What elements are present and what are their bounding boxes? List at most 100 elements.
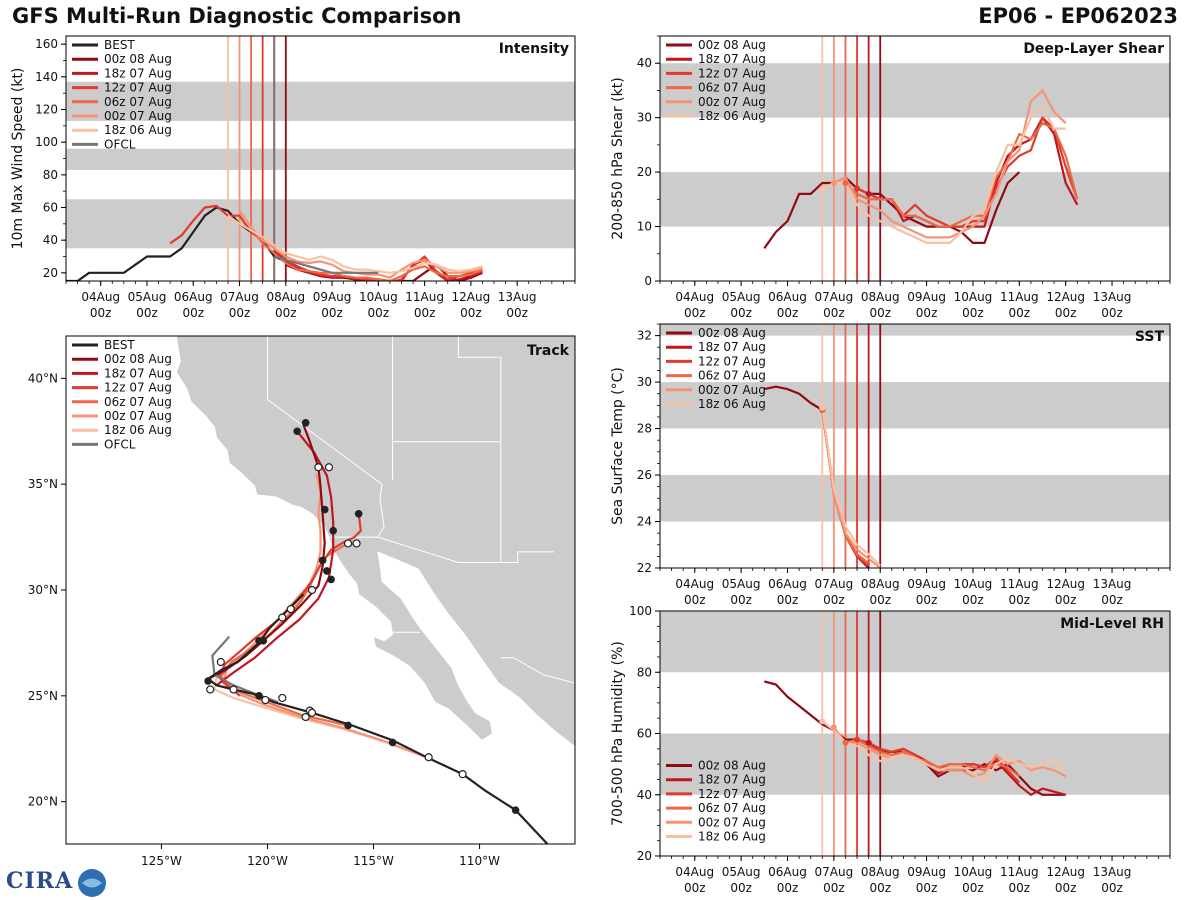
sst-band <box>660 475 1170 522</box>
cira-logo <box>78 869 106 897</box>
track-open-marker <box>307 585 317 595</box>
logo-swirl <box>82 878 102 888</box>
shear-xtick-hour: 00z <box>1101 306 1123 320</box>
rh-ytick-label: 20 <box>637 849 652 863</box>
state-border <box>178 336 385 538</box>
shear-title: Deep-Layer Shear <box>1023 41 1164 57</box>
rh-xtick-hour: 00z <box>730 881 752 895</box>
sst-xtick-hour: 00z <box>962 593 984 607</box>
sst-legend-label-18z-07-aug: 18z 07 Aug <box>698 340 766 354</box>
shear-xtick-hour: 00z <box>1055 306 1077 320</box>
shear-init-marker-18z-07-aug <box>865 190 872 197</box>
intensity-legend-label-18z-07-aug: 18z 07 Aug <box>104 66 172 80</box>
intensity-xtick-date: 12Aug <box>452 290 491 304</box>
track-open-marker <box>278 613 287 622</box>
intensity-legend-label-best: BEST <box>104 38 135 52</box>
rh-ytick-label: 100 <box>629 604 652 618</box>
shear-xtick-date: 04Aug <box>675 290 714 304</box>
shear-ytick-label: 40 <box>637 56 652 70</box>
sst-ylabel: Sea Surface Temp (°C) <box>610 367 626 525</box>
rh-xtick-hour: 00z <box>1101 881 1123 895</box>
sst-ytick-label: 26 <box>637 468 652 482</box>
shear-xtick-hour: 00z <box>684 306 706 320</box>
track-open-marker <box>307 708 317 717</box>
track-filled-marker <box>327 575 335 584</box>
track-open-marker <box>286 604 295 614</box>
track-legend-label-best: BEST <box>104 338 135 352</box>
rh-panel: 20 40 60 80 100 04Aug 00z 05Aug 00z 06Aug 00z 07Aug… <box>610 604 1171 895</box>
track-xtick-label: 110°W <box>459 854 500 868</box>
state-border <box>500 657 575 684</box>
rh-xtick-hour: 00z <box>1055 881 1077 895</box>
rh-xtick-hour: 00z <box>962 881 984 895</box>
track-open-marker <box>206 685 215 694</box>
sst-xtick-hour: 00z <box>684 593 706 607</box>
shear-init-marker-12z-07-aug <box>854 185 861 192</box>
sst-xtick-date: 10Aug <box>954 577 993 591</box>
shear-ytick-label: 0 <box>644 274 652 288</box>
intensity-band <box>66 199 575 249</box>
track-filled-marker <box>255 692 263 700</box>
track-open-marker <box>352 539 361 548</box>
sst-ytick-label: 32 <box>637 329 652 343</box>
sst-legend-label-06z-07-aug: 06z 07 Aug <box>698 369 766 383</box>
rh-xtick-date: 06Aug <box>768 865 807 879</box>
shear-legend-label-18z-06-aug: 18z 06 Aug <box>698 109 766 123</box>
intensity-xtick-hour: 00z <box>414 306 436 320</box>
rh-ytick-label: 40 <box>637 788 652 802</box>
sst-xtick-date: 06Aug <box>768 577 807 591</box>
shear-xtick-date: 12Aug <box>1046 290 1085 304</box>
track-filled-marker <box>293 427 301 436</box>
rh-legend-label-12z-07-aug: 12z 07 Aug <box>698 787 766 801</box>
rh-xtick-date: 10Aug <box>954 865 993 879</box>
shear-xtick-hour: 00z <box>1009 306 1031 320</box>
track-ytick-label: 40°N <box>28 371 58 385</box>
rh-init-marker-06z-07-aug <box>842 739 849 746</box>
intensity-ytick-label: 140 <box>35 70 58 84</box>
intensity-legend-label-00z-08-aug: 00z 08 Aug <box>104 52 172 66</box>
intensity-series-18z-07-aug <box>273 250 483 281</box>
shear-plot-area <box>660 36 1170 281</box>
track-legend-label-06z-07-aug: 06z 07 Aug <box>104 395 172 409</box>
intensity-title: Intensity <box>499 41 569 57</box>
cira-logo-text: CIRA <box>6 868 74 894</box>
shear-xtick-date: 13Aug <box>1093 290 1132 304</box>
rh-xtick-date: 08Aug <box>861 865 900 879</box>
shear-init-marker-00z-07-aug <box>830 180 837 186</box>
shear-xtick-hour: 00z <box>730 306 752 320</box>
track-legend-label-12z-07-aug: 12z 07 Aug <box>104 381 172 395</box>
sst-ytick-label: 22 <box>637 561 652 575</box>
track-panel: 125°W 120°W 115°W 110°W 20°N 25°N 30°N 35°N 40°N… <box>28 335 576 868</box>
track-open-marker <box>324 463 334 472</box>
rh-xtick-hour: 00z <box>1009 881 1031 895</box>
intensity-xtick-hour: 00z <box>460 306 482 320</box>
rh-xtick-hour: 00z <box>869 881 891 895</box>
sst-title: SST <box>1135 329 1165 345</box>
track-open-marker <box>278 693 287 703</box>
rh-xtick-hour: 00z <box>684 881 706 895</box>
track-xtick-label: 120°W <box>247 854 288 868</box>
sst-xtick-date: 11Aug <box>1000 577 1039 591</box>
rh-ylabel: 700-500 hPa Humidity (%) <box>610 641 626 826</box>
rh-ytick-label: 80 <box>637 665 652 679</box>
intensity-xtick-hour: 00z <box>321 306 343 320</box>
shear-band <box>660 172 1170 227</box>
shear-xtick-date: 08Aug <box>861 290 900 304</box>
track-open-marker <box>301 712 310 722</box>
track-open-marker <box>314 463 323 472</box>
rh-xtick-date: 05Aug <box>722 865 761 879</box>
track-filled-marker <box>511 806 520 814</box>
track-legend-label-00z-07-aug: 00z 07 Aug <box>104 409 172 423</box>
intensity-xtick-date: 07Aug <box>220 290 259 304</box>
intensity-ytick-label: 80 <box>43 168 58 182</box>
rh-xtick-hour: 00z <box>823 881 845 895</box>
track-filled-marker <box>388 738 397 747</box>
rh-plot-area <box>660 611 1170 856</box>
shear-band <box>660 63 1170 118</box>
intensity-band <box>66 81 575 121</box>
intensity-xtick-date: 05Aug <box>128 290 167 304</box>
shear-panel: 0 10 20 30 40 04Aug 00z 05Aug 00z 06Aug 00z 07Aug 00… <box>610 35 1171 320</box>
sst-legend-label-00z-08-aug: 00z 08 Aug <box>698 326 766 340</box>
rh-init-marker-00z-07-aug <box>830 724 837 731</box>
shear-series-00z-08-aug <box>763 171 1021 249</box>
